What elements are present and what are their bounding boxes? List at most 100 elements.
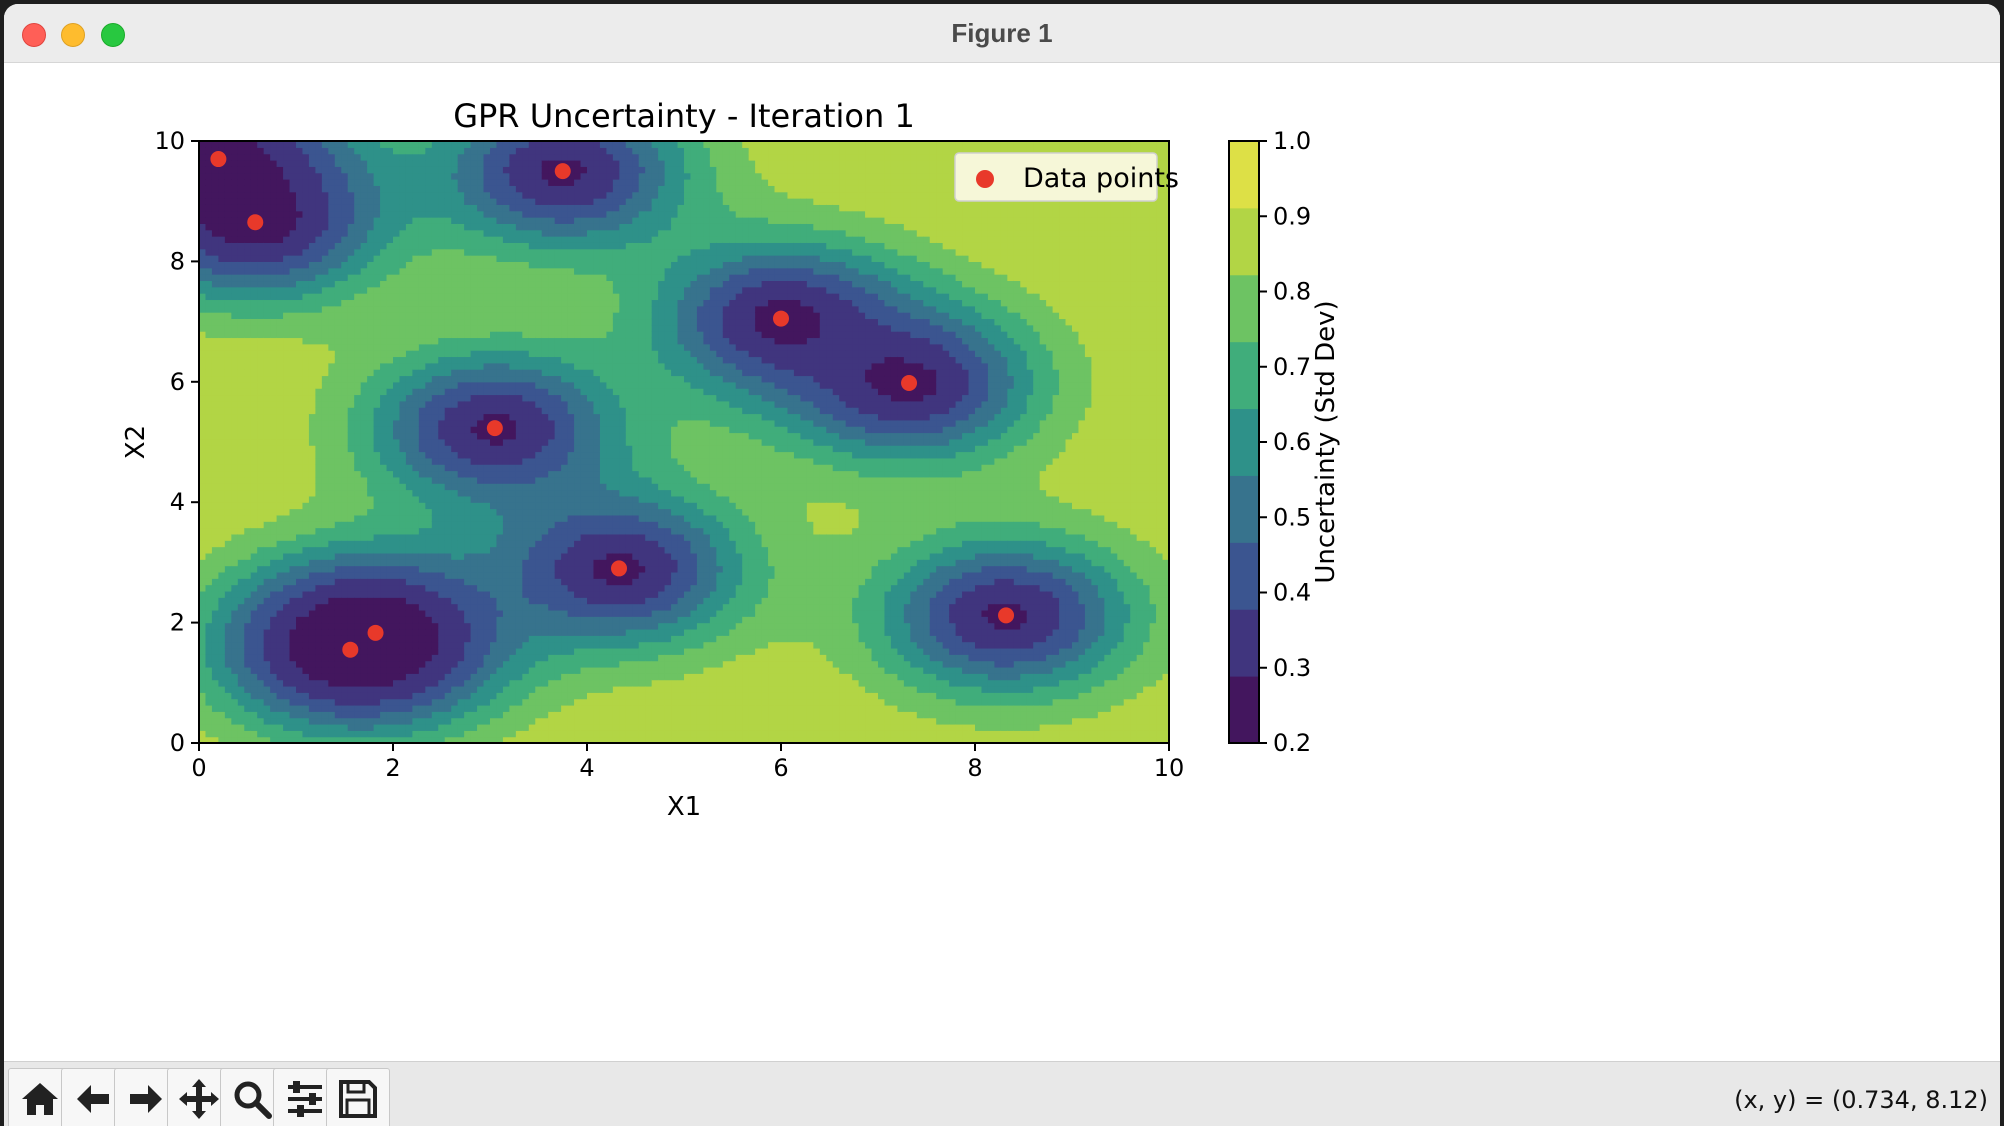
contour-cell	[205, 318, 213, 326]
contour-cell	[444, 362, 452, 370]
contour-cell	[315, 356, 323, 364]
contour-cell	[367, 565, 375, 573]
contour-cell	[425, 571, 433, 579]
contour-cell	[496, 514, 504, 522]
contour-cell	[360, 673, 368, 681]
contour-cell	[373, 350, 381, 358]
contour-cell	[211, 293, 219, 301]
contour-cell	[296, 711, 304, 719]
contour-cell	[354, 711, 362, 719]
contour-cell	[522, 375, 530, 383]
contour-cell	[315, 204, 323, 212]
contour-cell	[380, 198, 388, 205]
contour-cell	[289, 647, 297, 655]
contour-cell	[438, 521, 446, 529]
contour-cell	[509, 381, 517, 389]
contour-cell	[237, 318, 245, 326]
contour-cell	[509, 622, 517, 630]
contour-cell	[418, 394, 426, 402]
contour-cell	[341, 413, 349, 421]
contour-cell	[380, 331, 388, 339]
contour-cell	[386, 413, 394, 421]
contour-cell	[464, 381, 472, 389]
contour-cell	[483, 356, 491, 364]
contour-cell	[457, 350, 465, 358]
contour-cell	[263, 407, 271, 415]
contour-cell	[250, 160, 258, 167]
contour-cell	[380, 261, 388, 269]
contour-cell	[483, 552, 491, 560]
contour-cell	[289, 679, 297, 687]
contour-cell	[218, 552, 226, 560]
minimize-window-button[interactable]	[61, 23, 85, 47]
contour-cell	[522, 293, 530, 301]
contour-cell	[528, 495, 536, 503]
contour-cell	[483, 362, 491, 370]
contour-cell	[470, 711, 478, 719]
contour-cell	[399, 717, 407, 725]
contour-cell	[509, 647, 517, 655]
contour-cell	[535, 565, 543, 573]
contour-cell	[308, 578, 316, 586]
contour-cell	[231, 141, 239, 148]
contour-cell	[418, 597, 426, 605]
contour-cell	[464, 451, 472, 459]
contour-cell	[405, 204, 413, 212]
contour-cell	[405, 552, 413, 560]
contour-cell	[263, 160, 271, 167]
close-window-button[interactable]	[22, 23, 46, 47]
contour-cell	[464, 628, 472, 636]
contour-cell	[515, 571, 523, 579]
contour-cell	[244, 324, 252, 332]
contour-cell	[354, 438, 362, 446]
contour-cell	[231, 286, 239, 294]
contour-cell	[224, 660, 232, 668]
contour-cell	[418, 527, 426, 535]
contour-cell	[289, 546, 297, 554]
contour-cell	[328, 711, 336, 719]
contour-cell	[354, 343, 362, 351]
maximize-window-button[interactable]	[101, 23, 125, 47]
contour-cell	[244, 552, 252, 560]
contour-cell	[444, 375, 452, 383]
contour-cell	[302, 160, 310, 167]
contour-cell	[509, 407, 517, 415]
contour-cell	[263, 552, 271, 560]
contour-cell	[496, 717, 504, 725]
contour-cell	[224, 711, 232, 719]
contour-cell	[224, 286, 232, 294]
contour-cell	[347, 236, 355, 243]
contour-cell	[347, 483, 355, 491]
contour-cell	[438, 407, 446, 415]
contour-cell	[522, 261, 530, 269]
contour-cell	[244, 191, 252, 199]
contour-cell	[393, 527, 401, 535]
contour-cell	[276, 666, 284, 674]
contour-cell	[405, 280, 413, 288]
contour-cell	[211, 236, 219, 243]
contour-cell	[347, 185, 355, 193]
contour-cell	[283, 179, 291, 186]
contour-cell	[321, 179, 329, 186]
contour-cell	[347, 261, 355, 269]
contour-cell	[496, 603, 504, 611]
contour-cell	[347, 578, 355, 586]
contour-cell	[457, 666, 465, 674]
contour-cell	[431, 704, 439, 712]
contour-cell	[502, 679, 510, 687]
contour-cell	[289, 356, 297, 364]
contour-cell	[496, 692, 504, 700]
contour-cell	[425, 331, 433, 339]
contour-cell	[412, 540, 420, 548]
contour-cell	[380, 489, 388, 497]
figure-canvas[interactable]: 0 2 4 6 8 10 0 2 4 6 8 10 GPR Uncertainty - Iterat…	[4, 63, 2000, 1061]
contour-cell	[328, 312, 336, 320]
contour-cell	[457, 179, 465, 186]
contour-cell	[399, 438, 407, 446]
contour-cell	[244, 521, 252, 529]
contour-cell	[502, 495, 510, 503]
contour-cell	[296, 413, 304, 421]
contour-cell	[276, 236, 284, 243]
contour-cell	[250, 400, 258, 408]
contour-cell	[515, 286, 523, 294]
